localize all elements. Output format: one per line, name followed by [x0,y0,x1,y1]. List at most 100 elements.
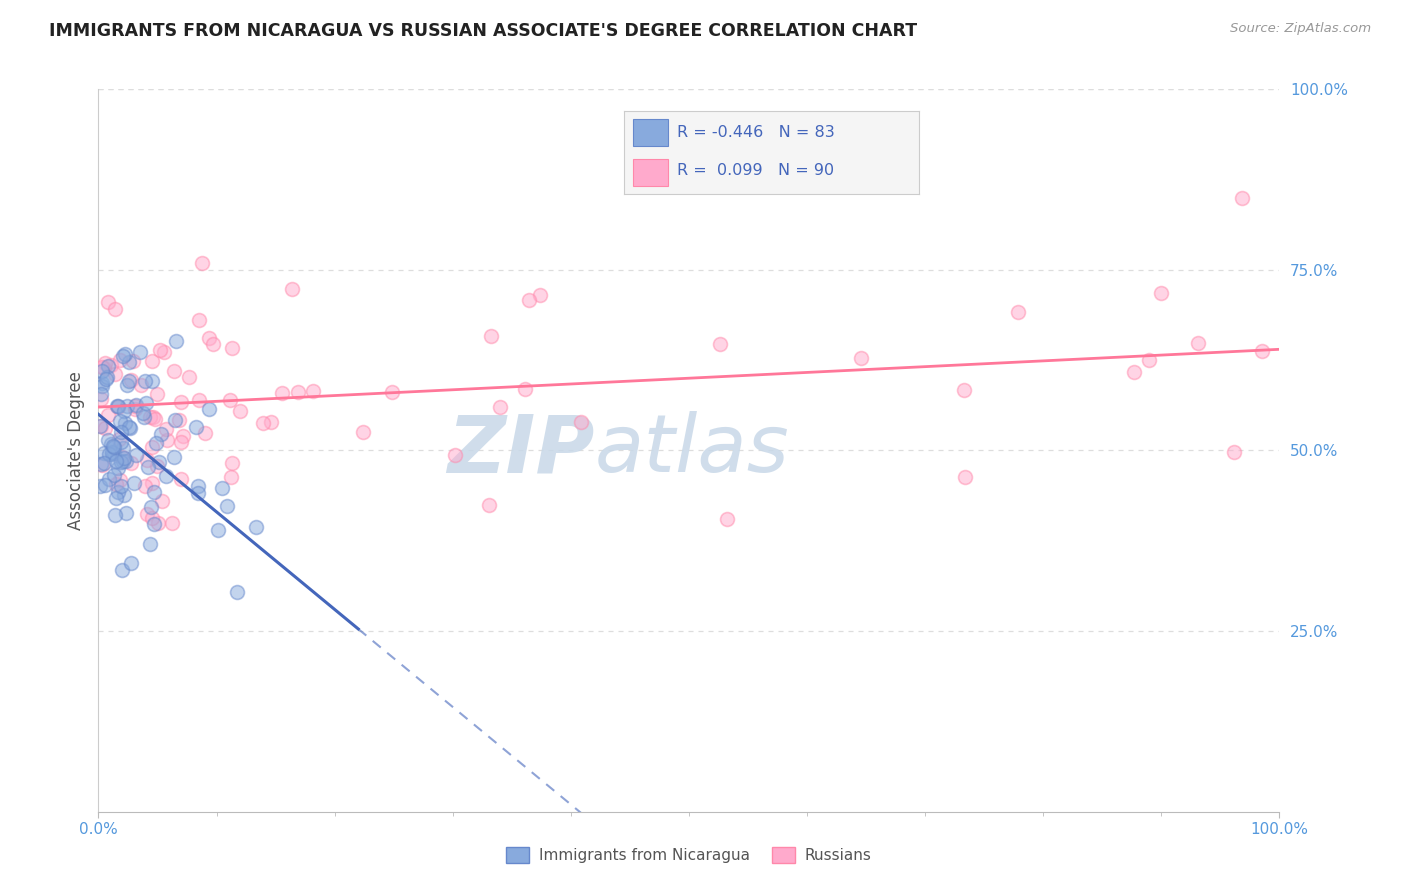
Text: ZIP: ZIP [447,411,595,490]
Point [153,344,176,359]
Point [98,472,121,486]
Text: IMMIGRANTS FROM NICARAGUA VS RUSSIAN ASSOCIATE'S DEGREE CORRELATION CHART: IMMIGRANTS FROM NICARAGUA VS RUSSIAN ASS… [49,22,917,40]
Point [155,468,177,483]
Point [229,404,252,418]
Point [211,481,233,495]
Point [129,377,152,392]
Point [191,256,214,270]
Text: Source: ZipAtlas.com: Source: ZipAtlas.com [1230,22,1371,36]
Point [489,401,512,415]
Point [124,402,146,417]
Point [1251,343,1274,358]
Point [187,393,209,408]
Point [138,537,160,551]
Point [186,419,208,434]
Point [478,498,501,512]
Point [112,403,135,417]
Point [90,392,112,406]
Point [97,433,120,447]
Point [124,399,146,413]
Point [136,459,159,474]
Point [93,478,115,492]
Point [97,359,120,374]
Point [162,450,184,465]
Point [172,428,194,442]
Point [142,410,165,425]
Point [100,437,122,451]
Point [849,351,872,365]
Point [709,336,731,351]
Point [179,370,201,384]
Point [163,364,186,378]
Point [105,491,128,506]
Point [170,434,193,449]
Point [271,385,294,400]
Point [167,413,190,427]
Point [207,523,229,537]
Point [120,421,142,435]
Point [160,516,183,530]
Point [93,356,115,370]
Point [1232,191,1254,205]
Point [93,361,115,376]
Point [129,345,152,359]
Point [105,477,128,491]
Point [110,353,132,368]
Point [107,461,129,475]
Point [260,415,283,429]
Point [93,456,115,470]
Point [90,418,112,433]
Point [100,358,122,372]
Point [150,427,173,442]
Point [110,455,132,469]
Point [122,475,145,490]
Point [165,334,187,349]
Point [97,294,120,309]
Text: atlas: atlas [595,411,789,490]
Point [118,420,141,434]
Point [100,445,122,459]
Point [146,458,169,473]
Point [103,446,125,460]
Point [122,354,145,368]
Point [245,520,267,534]
Point [170,472,193,486]
Point [114,488,136,502]
Point [131,406,153,420]
Point [107,399,129,413]
Point [141,354,163,368]
Point [90,379,112,393]
Point [107,484,129,499]
Point [104,302,127,317]
Point [226,585,249,599]
Point [479,329,502,343]
Point [141,476,163,491]
Point [120,456,142,470]
Point [953,383,976,397]
Point [198,401,221,416]
Point [120,373,142,387]
Point [90,457,112,471]
Point [103,439,125,453]
Point [1223,445,1246,459]
Point [221,341,243,355]
Point [115,399,138,413]
Point [219,470,242,484]
Point [114,347,136,361]
Point [141,440,163,454]
Point [143,517,166,532]
Point [194,426,217,441]
Point [198,331,221,345]
Point [146,386,169,401]
Point [135,452,157,467]
Point [381,384,404,399]
Point [89,478,111,492]
Point [143,412,166,426]
Point [110,479,132,493]
Point [301,384,323,398]
Point [187,486,209,500]
Point [96,370,118,384]
Point [1123,365,1146,379]
Point [136,507,159,521]
Point [219,392,242,407]
